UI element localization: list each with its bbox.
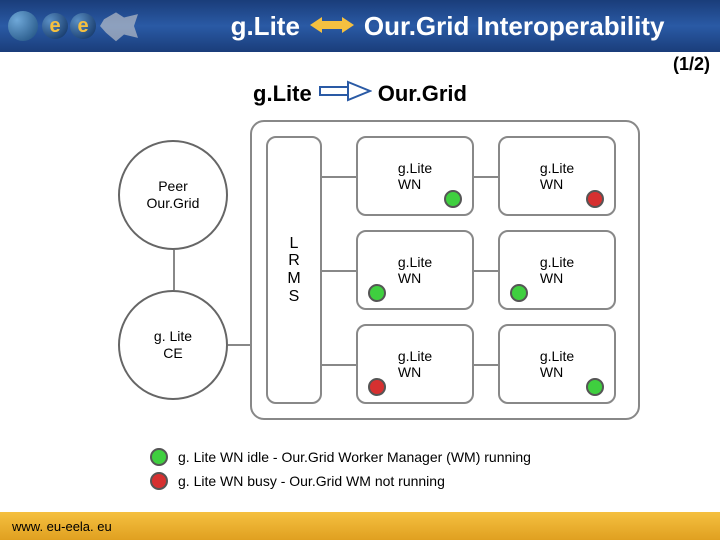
status-idle-icon <box>510 284 528 302</box>
logo-letter-e: e <box>42 13 68 39</box>
subtitle-left: g.Lite <box>253 81 312 107</box>
logo-letters: e e <box>42 13 96 39</box>
worker-node: g.LiteWN <box>498 324 616 404</box>
worker-node-label: g.LiteWN <box>398 348 432 380</box>
status-idle-icon <box>368 284 386 302</box>
logo-letter-e: e <box>70 13 96 39</box>
right-arrow-icon <box>318 80 372 108</box>
bidirectional-arrow-icon <box>310 11 354 42</box>
footer-url: www. eu-eela. eu <box>12 519 112 534</box>
worker-node-label: g.LiteWN <box>540 254 574 286</box>
connector-line <box>228 344 252 346</box>
status-busy-icon <box>586 190 604 208</box>
status-idle-icon <box>150 448 168 466</box>
header-bar: e e g.Lite Our.Grid Interoperability <box>0 0 720 52</box>
map-silhouette-icon <box>100 9 140 43</box>
footer-bar: www. eu-eela. eu <box>0 512 720 540</box>
globe-icon <box>8 11 38 41</box>
architecture-diagram: PeerOur.Grid g. LiteCE LRMS g.LiteWN g.Lit… <box>100 120 640 450</box>
lrms-node: LRMS <box>266 136 322 404</box>
connector-line <box>322 176 356 178</box>
worker-node-label: g.LiteWN <box>540 348 574 380</box>
connector-line <box>474 270 498 272</box>
worker-node-label: g.LiteWN <box>398 254 432 286</box>
connector-line <box>173 250 175 290</box>
status-idle-icon <box>444 190 462 208</box>
legend: g. Lite WN idle - Our.Grid Worker Manage… <box>150 448 531 496</box>
circle-node: g. LiteCE <box>118 290 228 400</box>
status-busy-icon <box>150 472 168 490</box>
page-indicator: (1/2) <box>673 54 710 75</box>
status-idle-icon <box>586 378 604 396</box>
logo-area: e e <box>0 0 175 52</box>
subtitle-row: g.Lite Our.Grid <box>0 80 720 108</box>
worker-node: g.LiteWN <box>498 136 616 216</box>
circle-node: PeerOur.Grid <box>118 140 228 250</box>
legend-text: g. Lite WN idle - Our.Grid Worker Manage… <box>178 449 531 465</box>
worker-node: g.LiteWN <box>356 136 474 216</box>
worker-node-label: g.LiteWN <box>540 160 574 192</box>
legend-text: g. Lite WN busy - Our.Grid WM not runnin… <box>178 473 445 489</box>
connector-line <box>474 176 498 178</box>
title-right: Our.Grid Interoperability <box>364 11 665 42</box>
legend-row: g. Lite WN idle - Our.Grid Worker Manage… <box>150 448 531 466</box>
page-title: g.Lite Our.Grid Interoperability <box>175 11 720 42</box>
connector-line <box>322 364 356 366</box>
subtitle-right: Our.Grid <box>378 81 467 107</box>
connector-line <box>474 364 498 366</box>
connector-line <box>322 270 356 272</box>
worker-node: g.LiteWN <box>356 230 474 310</box>
title-left: g.Lite <box>231 11 300 42</box>
status-busy-icon <box>368 378 386 396</box>
legend-row: g. Lite WN busy - Our.Grid WM not runnin… <box>150 472 531 490</box>
worker-node: g.LiteWN <box>356 324 474 404</box>
worker-node: g.LiteWN <box>498 230 616 310</box>
worker-node-label: g.LiteWN <box>398 160 432 192</box>
lrms-label: LRMS <box>287 235 300 305</box>
